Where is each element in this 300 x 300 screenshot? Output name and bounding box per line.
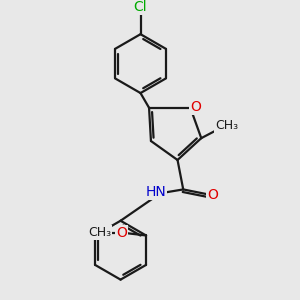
Text: O: O — [116, 226, 127, 240]
Text: O: O — [190, 100, 202, 114]
Text: CH₃: CH₃ — [215, 119, 238, 132]
Text: Cl: Cl — [134, 0, 147, 14]
Text: CH₃: CH₃ — [88, 226, 111, 239]
Text: HN: HN — [145, 185, 166, 199]
Text: O: O — [207, 188, 218, 202]
